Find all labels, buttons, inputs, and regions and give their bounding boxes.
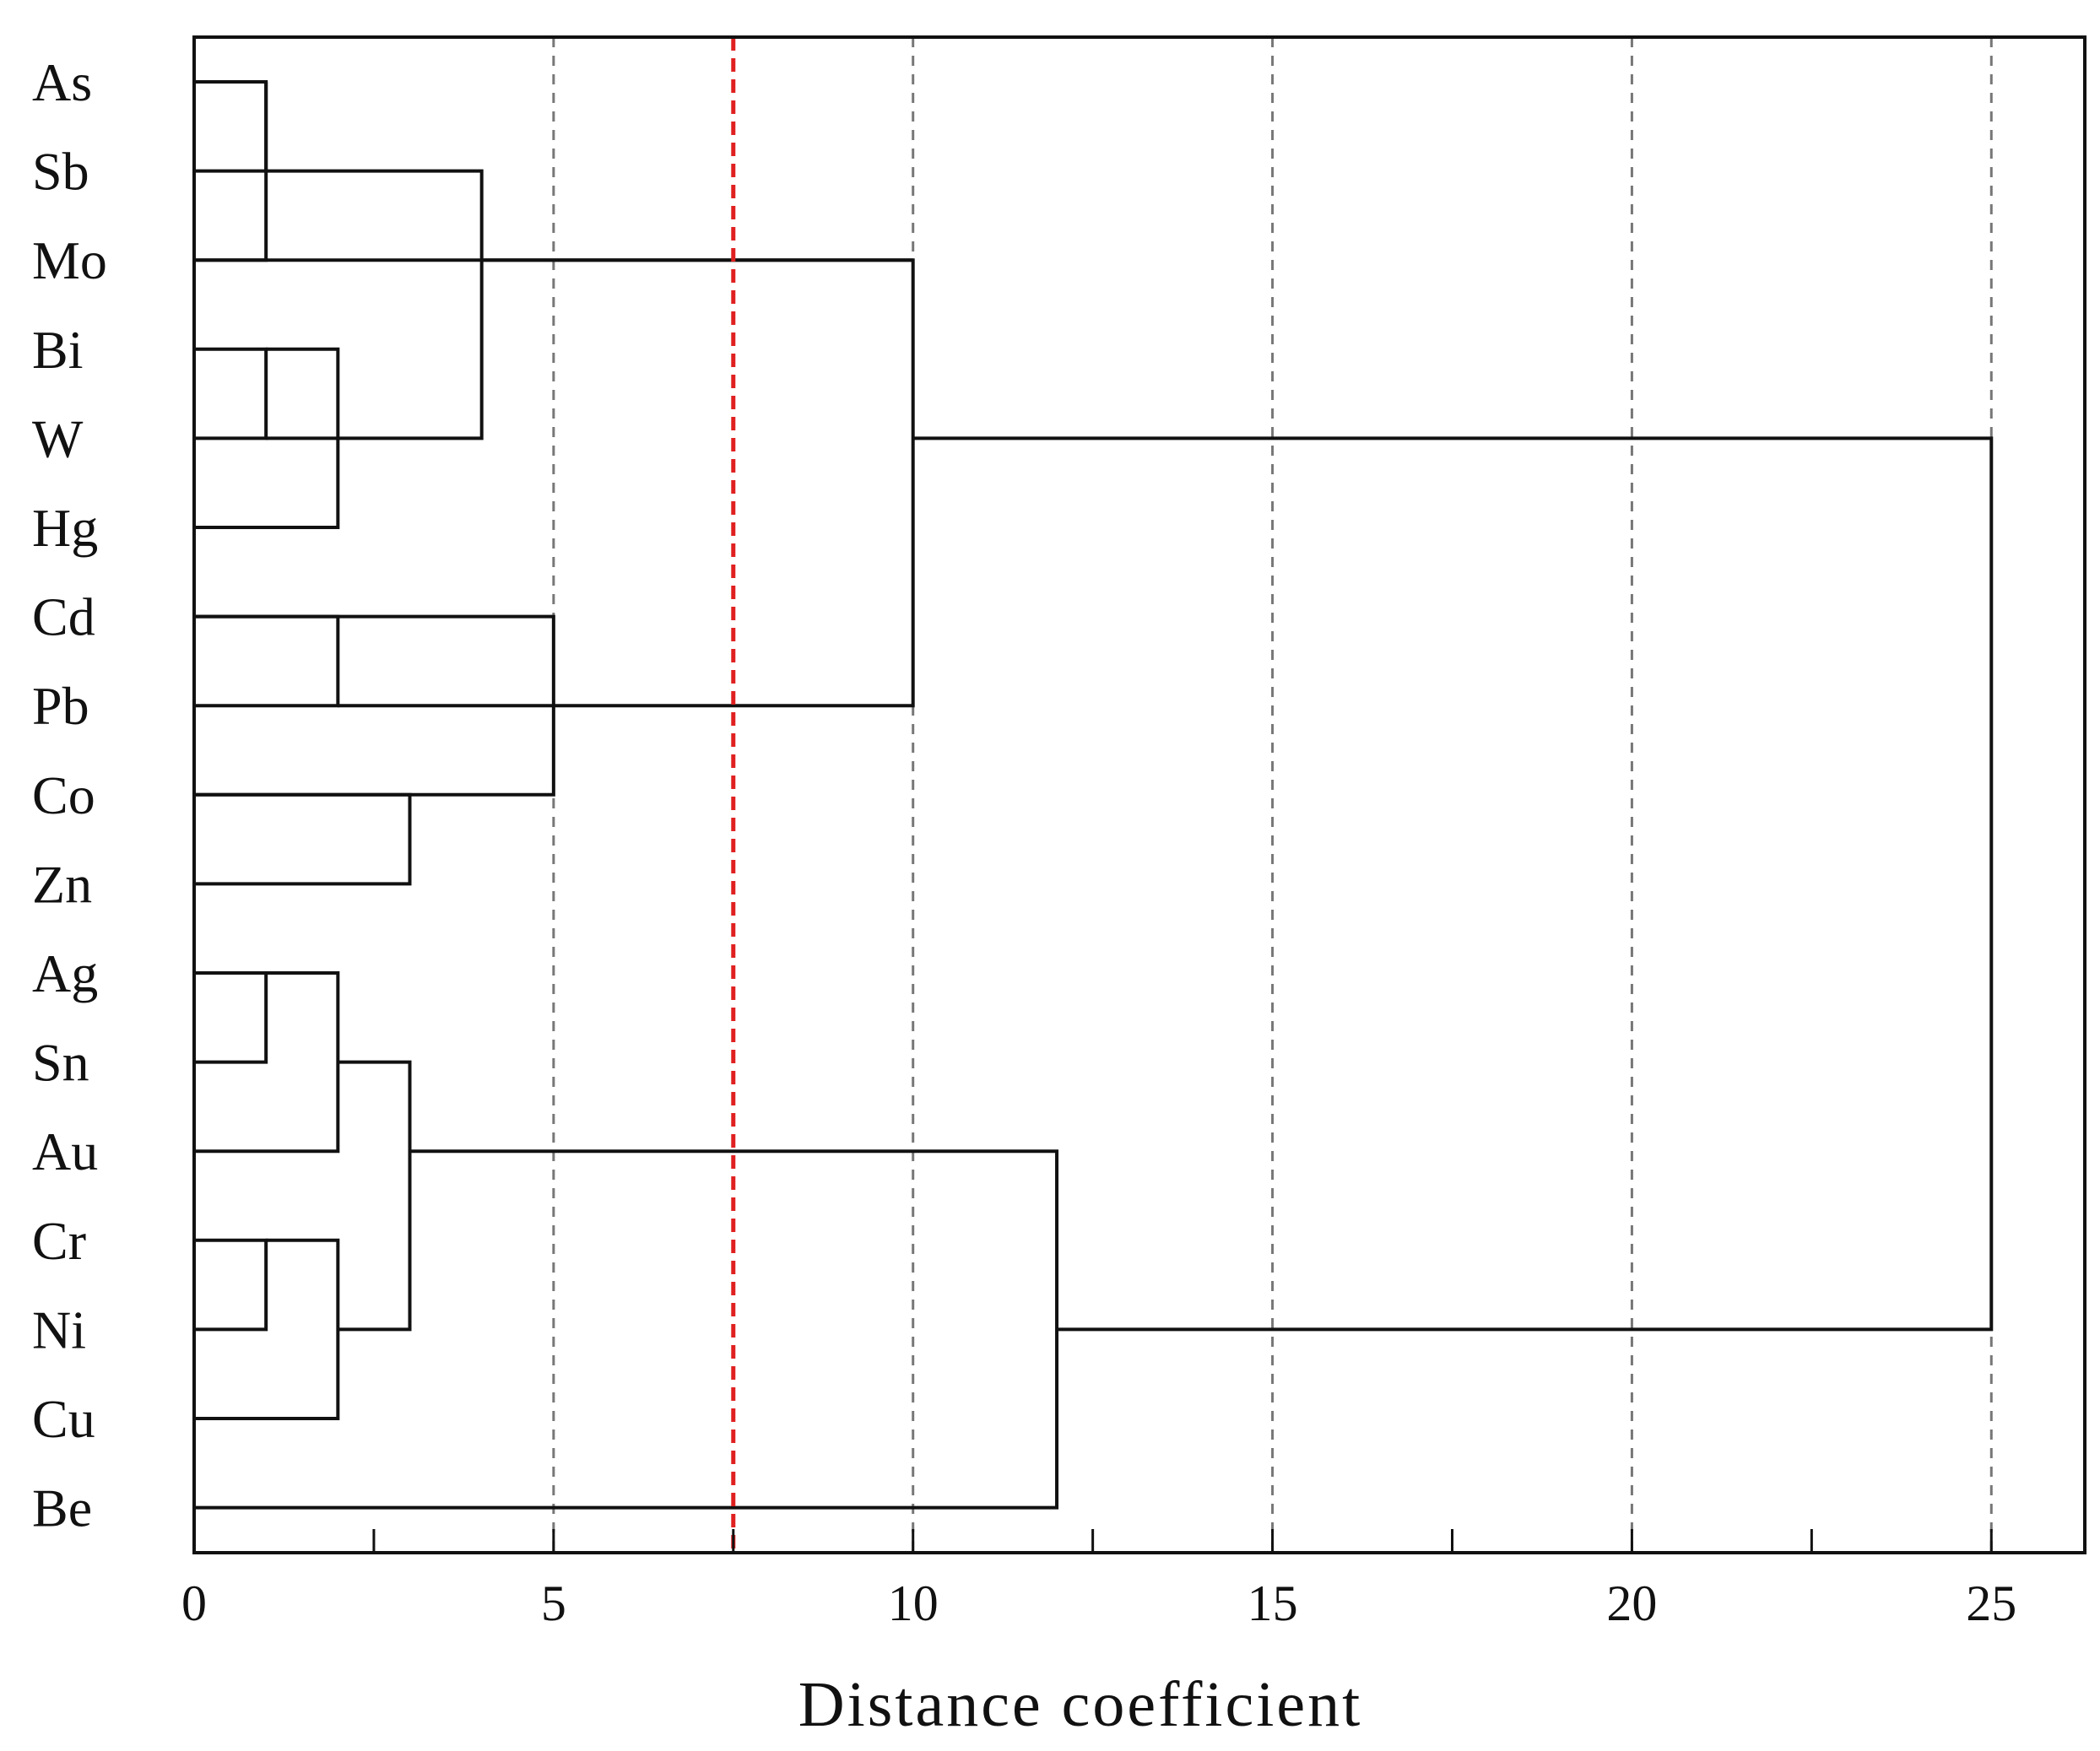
link-co-zn [194, 792, 412, 886]
link-as-sb [194, 80, 268, 173]
x-axis-ticks: 0 5 10 15 20 25 [181, 1529, 2016, 1631]
x-tick-label-10: 10 [888, 1575, 939, 1631]
plot-border [192, 35, 2086, 1554]
link-agau-crcu [338, 1060, 412, 1332]
leaf-label-sn: Sn [32, 1033, 89, 1093]
leaf-label-bi: Bi [32, 320, 83, 380]
leaf-label-sb: Sb [32, 142, 89, 202]
grid-lines [552, 37, 1993, 1553]
link-agcu-be [194, 1149, 1059, 1510]
plot-frame [192, 35, 2086, 1554]
dendrogram-links [194, 80, 1994, 1510]
leaf-label-cu: Cu [32, 1389, 95, 1449]
x-tick-label-0: 0 [181, 1575, 207, 1631]
x-tick-label-20: 20 [1606, 1575, 1657, 1631]
link-cr-ni [194, 1238, 268, 1332]
link-cd-pb [194, 614, 340, 708]
x-tick-label-25: 25 [1966, 1575, 2016, 1631]
link-final [912, 436, 1994, 1332]
leaf-label-zn: Zn [32, 854, 92, 914]
leaf-label-mo: Mo [32, 230, 107, 290]
link-crni-cu [194, 1238, 340, 1420]
leaf-label-cr: Cr [32, 1211, 86, 1271]
leaf-label-be: Be [32, 1478, 92, 1538]
leaf-labels: As Sb Mo Bi W Hg Cd Pb Co Zn Ag Sn Au Cr Ni Cu Be [32, 52, 107, 1538]
link-ag-sn [194, 971, 268, 1064]
link-as-mo-left [194, 82, 268, 262]
leaf-label-ni: Ni [32, 1300, 86, 1359]
leaf-label-hg: Hg [32, 498, 98, 558]
leaf-label-as: As [32, 52, 92, 112]
link-agsn-au [194, 971, 340, 1154]
leaf-label-pb: Pb [32, 676, 89, 736]
link-cluster1 [481, 258, 915, 708]
link-assb-biwhg [266, 169, 484, 440]
link-biw-top [266, 347, 340, 440]
leaf-label-w: W [32, 408, 84, 468]
x-tick-label-15: 15 [1248, 1575, 1298, 1631]
x-axis-title: Distance coefficient [798, 1669, 1362, 1740]
x-tick-label-5: 5 [541, 1575, 566, 1631]
link-bi-w [194, 347, 268, 440]
link-biw-hg [194, 438, 340, 529]
leaf-label-cd: Cd [32, 587, 95, 647]
leaf-label-au: Au [32, 1121, 98, 1181]
leaf-label-co: Co [32, 765, 95, 825]
leaf-label-ag: Ag [32, 943, 98, 1003]
